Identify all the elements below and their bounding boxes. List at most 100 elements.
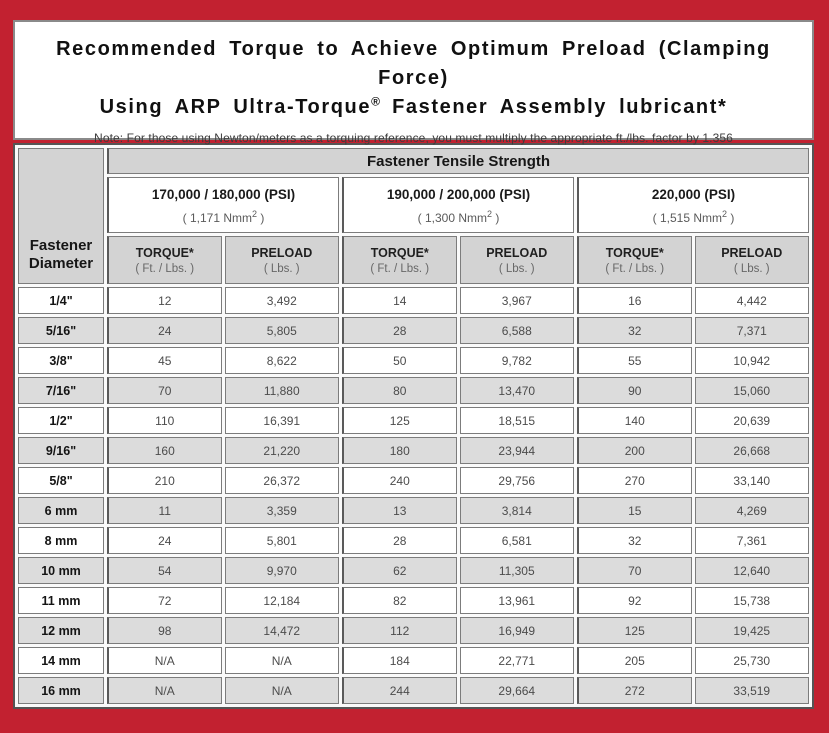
value-cell: N/A	[107, 647, 222, 674]
title-box: Recommended Torque to Achieve Optimum Pr…	[13, 20, 814, 145]
preload-column-header: PRELOAD ( Lbs. )	[224, 236, 339, 284]
value-cell: 4,442	[694, 287, 809, 314]
value-cell: 70	[577, 557, 692, 584]
value-cell: 24	[107, 317, 222, 344]
value-cell: 62	[342, 557, 457, 584]
value-cell: 3,967	[459, 287, 574, 314]
value-cell: N/A	[224, 647, 339, 674]
nmm-subheader: ( 1,171 Nmm2 )	[182, 209, 265, 225]
nmm-subheader: ( 1,515 Nmm2 )	[652, 209, 735, 225]
value-cell: 11	[107, 497, 222, 524]
table-row: 1/2" 110 16,391 125 18,515 140 20,639	[18, 407, 809, 434]
value-cell: 33,140	[694, 467, 809, 494]
value-cell: 16,391	[224, 407, 339, 434]
value-cell: 90	[577, 377, 692, 404]
value-cell: 200	[577, 437, 692, 464]
diameter-cell: 10 mm	[18, 557, 104, 584]
value-cell: 112	[342, 617, 457, 644]
diameter-cell: 3/8"	[18, 347, 104, 374]
torque-column-header: TORQUE* ( Ft. / Lbs. )	[342, 236, 457, 284]
value-cell: 4,269	[694, 497, 809, 524]
value-cell: 5,801	[224, 527, 339, 554]
value-cell: N/A	[107, 677, 222, 704]
value-cell: 16,949	[459, 617, 574, 644]
value-cell: 20,639	[694, 407, 809, 434]
value-cell: 32	[577, 527, 692, 554]
table-row: 1/4" 12 3,492 14 3,967 16 4,442	[18, 287, 809, 314]
value-cell: 3,814	[459, 497, 574, 524]
table-row: 7/16" 70 11,880 80 13,470 90 15,060	[18, 377, 809, 404]
preload-column-header: PRELOAD ( Lbs. )	[459, 236, 574, 284]
value-cell: 28	[342, 527, 457, 554]
value-cell: 80	[342, 377, 457, 404]
tensile-header-row: Fastener Diameter Fastener Tensile Stren…	[18, 148, 809, 284]
value-cell: 9,970	[224, 557, 339, 584]
diameter-cell: 12 mm	[18, 617, 104, 644]
value-cell: 240	[342, 467, 457, 494]
value-cell: 14	[342, 287, 457, 314]
diameter-cell: 1/4"	[18, 287, 104, 314]
value-cell: 72	[107, 587, 222, 614]
nmm-subheader: ( 1,300 Nmm2 )	[417, 209, 500, 225]
value-cell: 210	[107, 467, 222, 494]
value-cell: 54	[107, 557, 222, 584]
value-cell: 25,730	[694, 647, 809, 674]
corner-header: Fastener Diameter	[18, 148, 104, 284]
value-cell: 244	[342, 677, 457, 704]
value-cell: 15,738	[694, 587, 809, 614]
torque-column-header: TORQUE* ( Ft. / Lbs. )	[577, 236, 692, 284]
table-row: 3/8" 45 8,622 50 9,782 55 10,942	[18, 347, 809, 374]
value-cell: 33,519	[694, 677, 809, 704]
value-cell: 70	[107, 377, 222, 404]
value-cell: 270	[577, 467, 692, 494]
value-cell: N/A	[224, 677, 339, 704]
value-cell: 23,944	[459, 437, 574, 464]
value-cell: 19,425	[694, 617, 809, 644]
value-cell: 98	[107, 617, 222, 644]
value-cell: 184	[342, 647, 457, 674]
value-cell: 12	[107, 287, 222, 314]
diameter-cell: 5/16"	[18, 317, 104, 344]
column-header-row: TORQUE* ( Ft. / Lbs. ) PRELOAD ( Lbs. ) …	[18, 236, 809, 284]
table-row: 6 mm 11 3,359 13 3,814 15 4,269	[18, 497, 809, 524]
diameter-cell: 7/16"	[18, 377, 104, 404]
diameter-cell: 14 mm	[18, 647, 104, 674]
value-cell: 11,880	[224, 377, 339, 404]
value-cell: 32	[577, 317, 692, 344]
value-cell: 82	[342, 587, 457, 614]
value-cell: 9,782	[459, 347, 574, 374]
psi-group-header-190-200: 190,000 / 200,000 (PSI) ( 1,300 Nmm2 )	[342, 177, 574, 233]
table-row: 16 mm N/A N/A 244 29,664 272 33,519	[18, 677, 809, 704]
value-cell: 13	[342, 497, 457, 524]
table-row: 11 mm 72 12,184 82 13,961 92 15,738	[18, 587, 809, 614]
table-row: 8 mm 24 5,801 28 6,581 32 7,361	[18, 527, 809, 554]
value-cell: 272	[577, 677, 692, 704]
value-cell: 125	[342, 407, 457, 434]
value-cell: 22,771	[459, 647, 574, 674]
value-cell: 3,492	[224, 287, 339, 314]
value-cell: 55	[577, 347, 692, 374]
title-line-2: Using ARP Ultra-Torque® Fastener Assembl…	[99, 94, 728, 118]
diameter-cell: 5/8"	[18, 467, 104, 494]
value-cell: 3,359	[224, 497, 339, 524]
psi-group-header-220: 220,000 (PSI) ( 1,515 Nmm2 )	[577, 177, 809, 233]
diameter-cell: 1/2"	[18, 407, 104, 434]
value-cell: 6,588	[459, 317, 574, 344]
table-row: 12 mm 98 14,472 112 16,949 125 19,425	[18, 617, 809, 644]
value-cell: 12,184	[224, 587, 339, 614]
torque-table: Fastener Diameter Fastener Tensile Stren…	[13, 143, 814, 709]
value-cell: 125	[577, 617, 692, 644]
value-cell: 160	[107, 437, 222, 464]
value-cell: 14,472	[224, 617, 339, 644]
value-cell: 11,305	[459, 557, 574, 584]
value-cell: 29,756	[459, 467, 574, 494]
tensile-strength-header: Fastener Tensile Strength	[107, 148, 809, 174]
table-row: 9/16" 160 21,220 180 23,944 200 26,668	[18, 437, 809, 464]
value-cell: 15	[577, 497, 692, 524]
page-title: Recommended Torque to Achieve Optimum Pr…	[21, 35, 806, 122]
psi-header-row: 170,000 / 180,000 (PSI) ( 1,171 Nmm2 ) 1…	[18, 177, 809, 233]
value-cell: 13,470	[459, 377, 574, 404]
value-cell: 7,361	[694, 527, 809, 554]
registered-mark: ®	[371, 94, 380, 109]
